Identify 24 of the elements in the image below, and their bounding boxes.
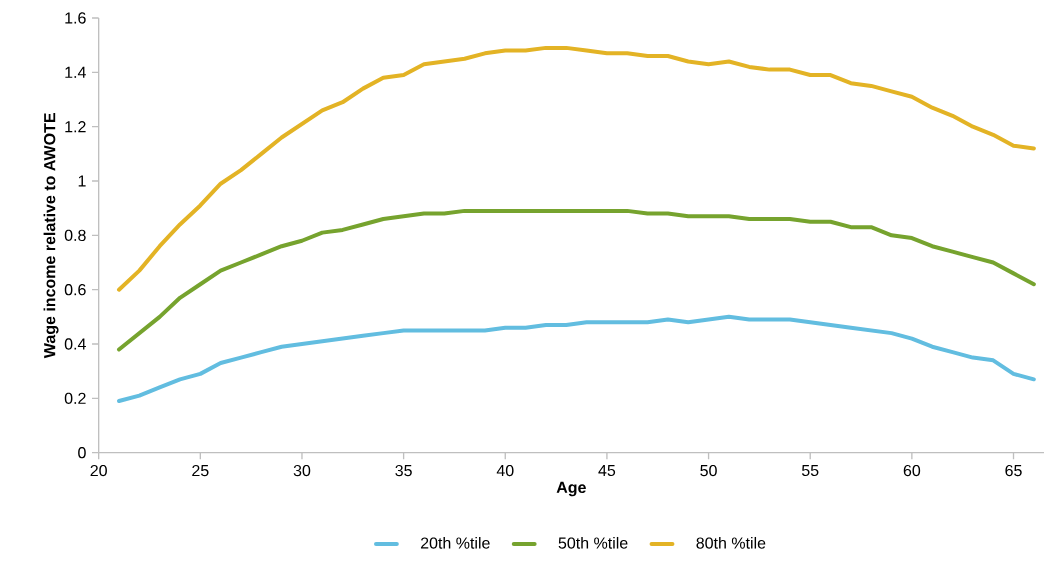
x-tick-label: 35 [395, 464, 412, 477]
x-tick-label: 45 [598, 464, 616, 477]
y-tick-label: 1 [78, 175, 86, 187]
x-tick-label: 30 [293, 464, 311, 477]
y-tick-label: 1.4 [65, 66, 86, 78]
y-tick-label: 0.2 [64, 392, 86, 404]
x-tick-label: 55 [801, 464, 819, 477]
legend-label: 80th %tile [696, 536, 766, 549]
x-tick-label: 40 [496, 464, 514, 477]
x-tick-label: 25 [192, 464, 209, 477]
legend-label: 20th %tile [420, 536, 490, 549]
x-tick-label: 50 [700, 464, 717, 477]
x-axis-title: Age [556, 481, 586, 497]
y-tick-label: 0.6 [64, 284, 86, 296]
x-tick-label: 65 [1005, 464, 1022, 477]
y-tick-label: 0 [78, 447, 86, 459]
legend-label: 50th %tile [558, 536, 628, 549]
y-axis-title: Wage income relative to AWOTE [43, 113, 59, 359]
y-tick-label: 1.2 [65, 121, 86, 133]
x-tick-label: 60 [903, 464, 921, 477]
y-tick-label: 0.8 [64, 229, 86, 241]
y-tick-label: 1.6 [65, 12, 86, 24]
y-tick-label: 0.4 [64, 338, 86, 350]
x-tick-label: 20 [90, 464, 107, 477]
